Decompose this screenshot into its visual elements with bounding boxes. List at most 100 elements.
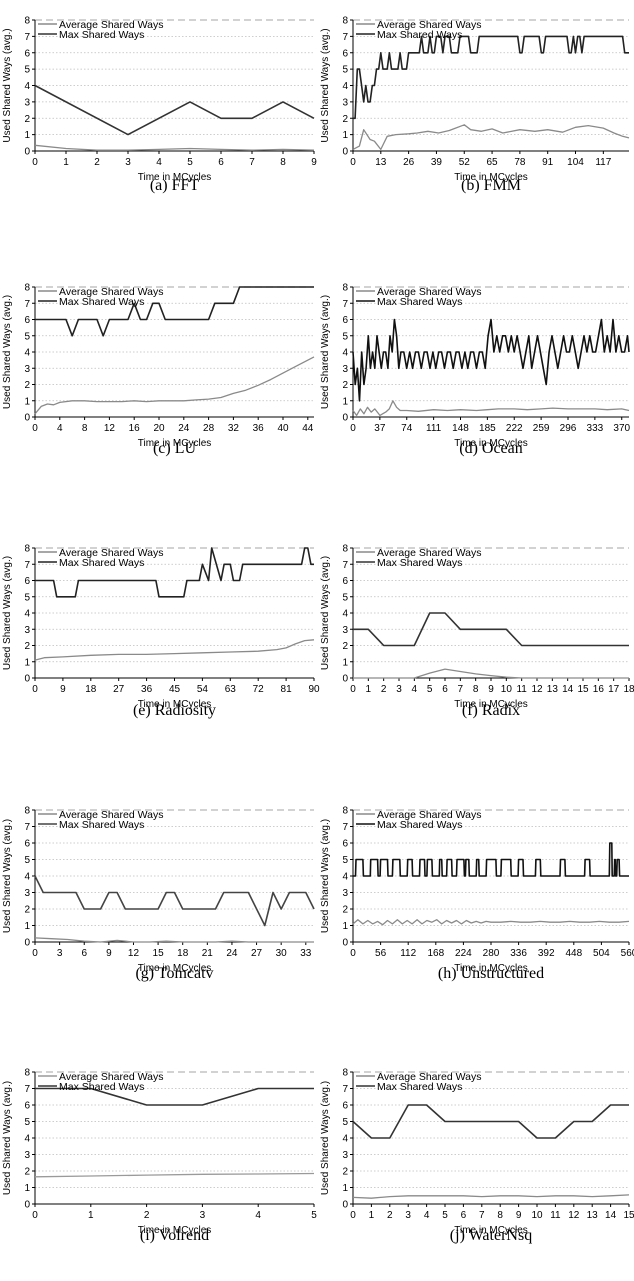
x-tick-label: 32	[228, 423, 240, 434]
legend-label: Max Shared Ways	[59, 29, 144, 41]
y-tick-label: 2	[24, 905, 30, 916]
y-axis-label: Used Shared Ways (avg.)	[2, 1081, 13, 1195]
x-tick-label: 12	[104, 423, 116, 434]
y-tick-label: 7	[24, 1084, 30, 1095]
x-tick-label: 91	[542, 157, 554, 168]
y-tick-label: 0	[24, 938, 30, 949]
x-tick-label: 0	[350, 423, 356, 434]
y-tick-label: 4	[342, 1134, 348, 1145]
x-tick-label: 3	[396, 684, 402, 695]
y-tick-label: 6	[24, 48, 30, 59]
series-average-line	[34, 144, 315, 151]
series-average-line	[34, 356, 315, 415]
y-tick-label: 2	[342, 1167, 348, 1178]
y-tick-label: 8	[342, 806, 348, 817]
y-tick-label: 1	[24, 396, 30, 407]
x-axis-label: Time in MCycles	[138, 1225, 212, 1236]
x-tick-label: 4	[255, 1210, 261, 1221]
y-tick-label: 6	[24, 839, 30, 850]
x-tick-label: 8	[497, 1210, 503, 1221]
y-tick-label: 7	[342, 1084, 348, 1095]
chart-caption: (i) Volrend	[140, 1227, 209, 1244]
x-tick-label: 6	[218, 157, 224, 168]
x-tick-label: 13	[587, 1210, 599, 1221]
x-tick-label: 14	[562, 684, 574, 695]
y-tick-label: 3	[342, 888, 348, 899]
y-tick-label: 8	[342, 544, 348, 555]
y-tick-label: 3	[342, 364, 348, 375]
y-axis-label: Used Shared Ways (avg.)	[320, 819, 331, 933]
x-tick-label: 7	[458, 684, 464, 695]
x-tick-label: 9	[311, 157, 317, 168]
legend-label: Average Shared Ways	[59, 547, 163, 559]
y-tick-label: 1	[24, 1183, 30, 1194]
x-tick-label: 9	[488, 684, 494, 695]
y-tick-label: 0	[342, 1200, 348, 1211]
y-tick-label: 5	[24, 592, 30, 603]
x-tick-label: 72	[253, 684, 265, 695]
y-tick-label: 1	[342, 130, 348, 141]
legend-label: Max Shared Ways	[59, 819, 144, 831]
x-tick-label: 0	[350, 948, 356, 959]
x-tick-label: 0	[32, 1210, 38, 1221]
x-tick-label: 18	[85, 684, 97, 695]
series-max-line	[353, 35, 629, 120]
chart-caption: (b) FMM	[461, 177, 521, 194]
x-tick-label: 24	[178, 423, 190, 434]
x-axis-label: Time in MCycles	[454, 963, 528, 974]
y-tick-label: 4	[24, 872, 30, 883]
x-tick-label: 54	[197, 684, 209, 695]
series-max-line	[35, 286, 314, 337]
x-tick-label: 4	[424, 1210, 430, 1221]
chart-caption: (d) Ocean	[459, 440, 523, 457]
x-tick-label: 3	[57, 948, 63, 959]
x-tick-label: 1	[369, 1210, 375, 1221]
x-tick-label: 56	[375, 948, 387, 959]
x-tick-label: 12	[531, 684, 543, 695]
x-tick-label: 15	[153, 948, 165, 959]
y-tick-label: 3	[24, 888, 30, 899]
x-axis-label: Time in MCycles	[454, 699, 528, 710]
series-max-line	[353, 612, 629, 647]
legend-label: Max Shared Ways	[59, 1081, 144, 1093]
x-tick-label: 504	[593, 948, 610, 959]
y-tick-label: 3	[342, 1150, 348, 1161]
x-tick-label: 36	[141, 684, 153, 695]
y-tick-label: 6	[24, 1101, 30, 1112]
chart-caption: (j) WaterNsq	[450, 1227, 532, 1244]
x-tick-label: 6	[81, 948, 87, 959]
y-tick-label: 7	[342, 822, 348, 833]
y-tick-label: 3	[24, 625, 30, 636]
legend-label: Average Shared Ways	[59, 1071, 163, 1083]
x-tick-label: 15	[577, 684, 589, 695]
x-tick-label: 10	[531, 1210, 543, 1221]
x-tick-label: 40	[277, 423, 289, 434]
x-tick-label: 30	[276, 948, 288, 959]
x-tick-label: 448	[565, 948, 582, 959]
x-tick-label: 111	[426, 423, 442, 434]
x-tick-label: 24	[226, 948, 238, 959]
x-tick-label: 224	[455, 948, 472, 959]
y-tick-label: 3	[24, 97, 30, 108]
x-tick-label: 222	[506, 423, 523, 434]
series-average-line	[352, 1194, 630, 1199]
x-tick-label: 117	[595, 157, 611, 168]
legend-label: Average Shared Ways	[377, 19, 481, 31]
x-tick-label: 9	[106, 948, 112, 959]
y-axis-label: Used Shared Ways (avg.)	[2, 819, 13, 933]
x-tick-label: 13	[547, 684, 559, 695]
x-axis-label: Time in MCycles	[138, 172, 212, 183]
y-tick-label: 7	[24, 822, 30, 833]
y-axis-label: Used Shared Ways (avg.)	[2, 556, 13, 670]
x-tick-label: 2	[381, 684, 387, 695]
x-tick-label: 16	[129, 423, 141, 434]
y-tick-label: 8	[342, 1068, 348, 1079]
chart-caption: (a) FFT	[150, 177, 200, 194]
y-tick-label: 1	[342, 921, 348, 932]
x-tick-label: 13	[375, 157, 387, 168]
legend-label: Average Shared Ways	[59, 19, 163, 31]
y-tick-label: 1	[24, 921, 30, 932]
x-tick-label: 6	[461, 1210, 467, 1221]
